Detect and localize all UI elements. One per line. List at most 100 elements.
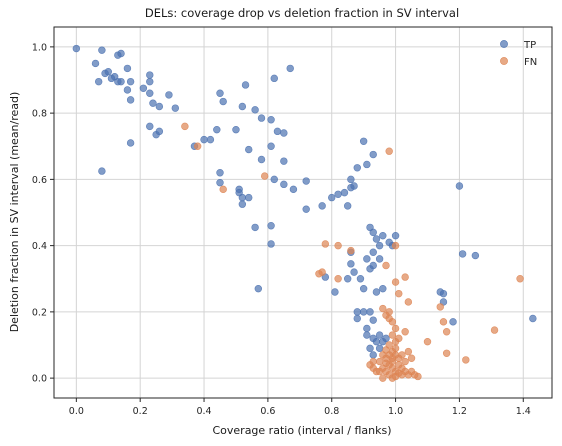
point-tp <box>363 160 371 169</box>
point-tp <box>251 223 259 232</box>
point-fn <box>414 372 422 381</box>
y-tick-label: 0.4 <box>32 241 47 252</box>
x-tick-label: 1.2 <box>452 406 467 417</box>
point-fn <box>407 367 416 376</box>
point-tp <box>369 351 377 359</box>
point-tp <box>363 255 371 263</box>
point-tp <box>449 318 457 326</box>
point-tp <box>232 125 240 134</box>
point-fn <box>391 241 400 250</box>
point-fn <box>334 241 342 250</box>
y-ticks: 0.0 0.2 0.4 0.6 0.8 1.0 <box>32 42 54 385</box>
point-tp <box>280 129 288 137</box>
point-tp <box>343 202 352 210</box>
legend-marker-tp <box>500 40 508 48</box>
point-tp <box>146 77 154 86</box>
point-tp <box>117 77 125 86</box>
point-tp <box>267 240 275 248</box>
point-fn <box>401 273 409 281</box>
point-tp <box>155 102 164 111</box>
point-fn <box>407 354 416 362</box>
point-tp <box>356 275 365 283</box>
point-tp <box>363 324 371 333</box>
point-tp <box>165 91 173 99</box>
point-tp <box>123 86 132 94</box>
point-tp <box>359 284 368 293</box>
point-tp <box>238 200 247 208</box>
point-tp <box>117 49 125 58</box>
point-tp <box>350 268 358 276</box>
point-fn <box>347 246 355 255</box>
point-tp <box>267 222 275 230</box>
point-tp <box>369 228 377 237</box>
point-fn <box>388 318 397 326</box>
point-tp <box>213 125 221 134</box>
legend-marker-fn <box>500 57 508 65</box>
point-tp <box>379 284 387 293</box>
point-tp <box>245 145 253 154</box>
point-fn <box>401 328 409 336</box>
x-ticks: 0.0 0.2 0.4 0.6 0.8 1.0 1.2 1.4 <box>69 398 531 417</box>
point-tp <box>350 182 358 190</box>
point-tp <box>270 175 278 184</box>
chart-title: DELs: coverage drop vs deletion fraction… <box>145 6 459 20</box>
point-tp <box>359 308 368 316</box>
point-tp <box>391 231 400 240</box>
point-tp <box>328 193 336 202</box>
point-tp <box>267 116 275 124</box>
point-tp <box>366 344 374 353</box>
point-tp <box>286 64 294 73</box>
point-tp <box>369 248 377 256</box>
point-tp <box>289 185 298 194</box>
point-tp <box>353 308 361 316</box>
point-tp <box>280 157 288 165</box>
data-points <box>72 44 537 382</box>
x-tick-label: 0.6 <box>260 406 275 417</box>
point-tp <box>375 241 384 250</box>
point-tp <box>366 308 374 316</box>
point-tp <box>347 260 355 268</box>
point-fn <box>375 357 384 366</box>
point-fn <box>260 172 269 180</box>
point-tp <box>219 97 227 106</box>
series-fn <box>181 122 524 382</box>
point-tp <box>238 193 247 202</box>
point-fn <box>334 275 342 283</box>
point-tp <box>375 344 384 353</box>
point-tp <box>302 177 310 185</box>
point-fn <box>219 185 227 194</box>
point-fn <box>490 326 499 334</box>
point-tp <box>372 235 381 243</box>
point-tp <box>363 331 371 339</box>
series-tp <box>72 44 537 359</box>
x-tick-label: 0.2 <box>133 406 148 417</box>
point-tp <box>216 178 224 187</box>
point-fn <box>379 304 387 313</box>
point-fn <box>388 331 397 339</box>
point-fn <box>193 142 202 150</box>
point-tp <box>529 314 537 323</box>
point-tp <box>270 74 278 83</box>
point-tp <box>107 74 116 83</box>
point-tp <box>455 182 464 190</box>
point-fn <box>375 367 384 376</box>
point-tp <box>245 193 253 202</box>
point-fn <box>442 328 451 336</box>
point-tp <box>359 137 368 145</box>
point-tp <box>318 202 326 210</box>
point-tp <box>439 289 448 298</box>
point-fn <box>388 357 397 366</box>
point-tp <box>343 275 352 283</box>
point-tp <box>241 81 250 89</box>
x-tick-label: 0.0 <box>69 406 84 417</box>
y-tick-label: 0.2 <box>32 307 47 318</box>
point-tp <box>347 175 355 184</box>
point-fn <box>379 374 387 382</box>
point-tp <box>331 288 339 296</box>
legend-label-tp: TP <box>523 40 536 51</box>
y-tick-label: 1.0 <box>32 42 47 53</box>
point-fn <box>439 318 448 326</box>
y-tick-label: 0.8 <box>32 109 47 120</box>
point-fn <box>181 122 189 131</box>
